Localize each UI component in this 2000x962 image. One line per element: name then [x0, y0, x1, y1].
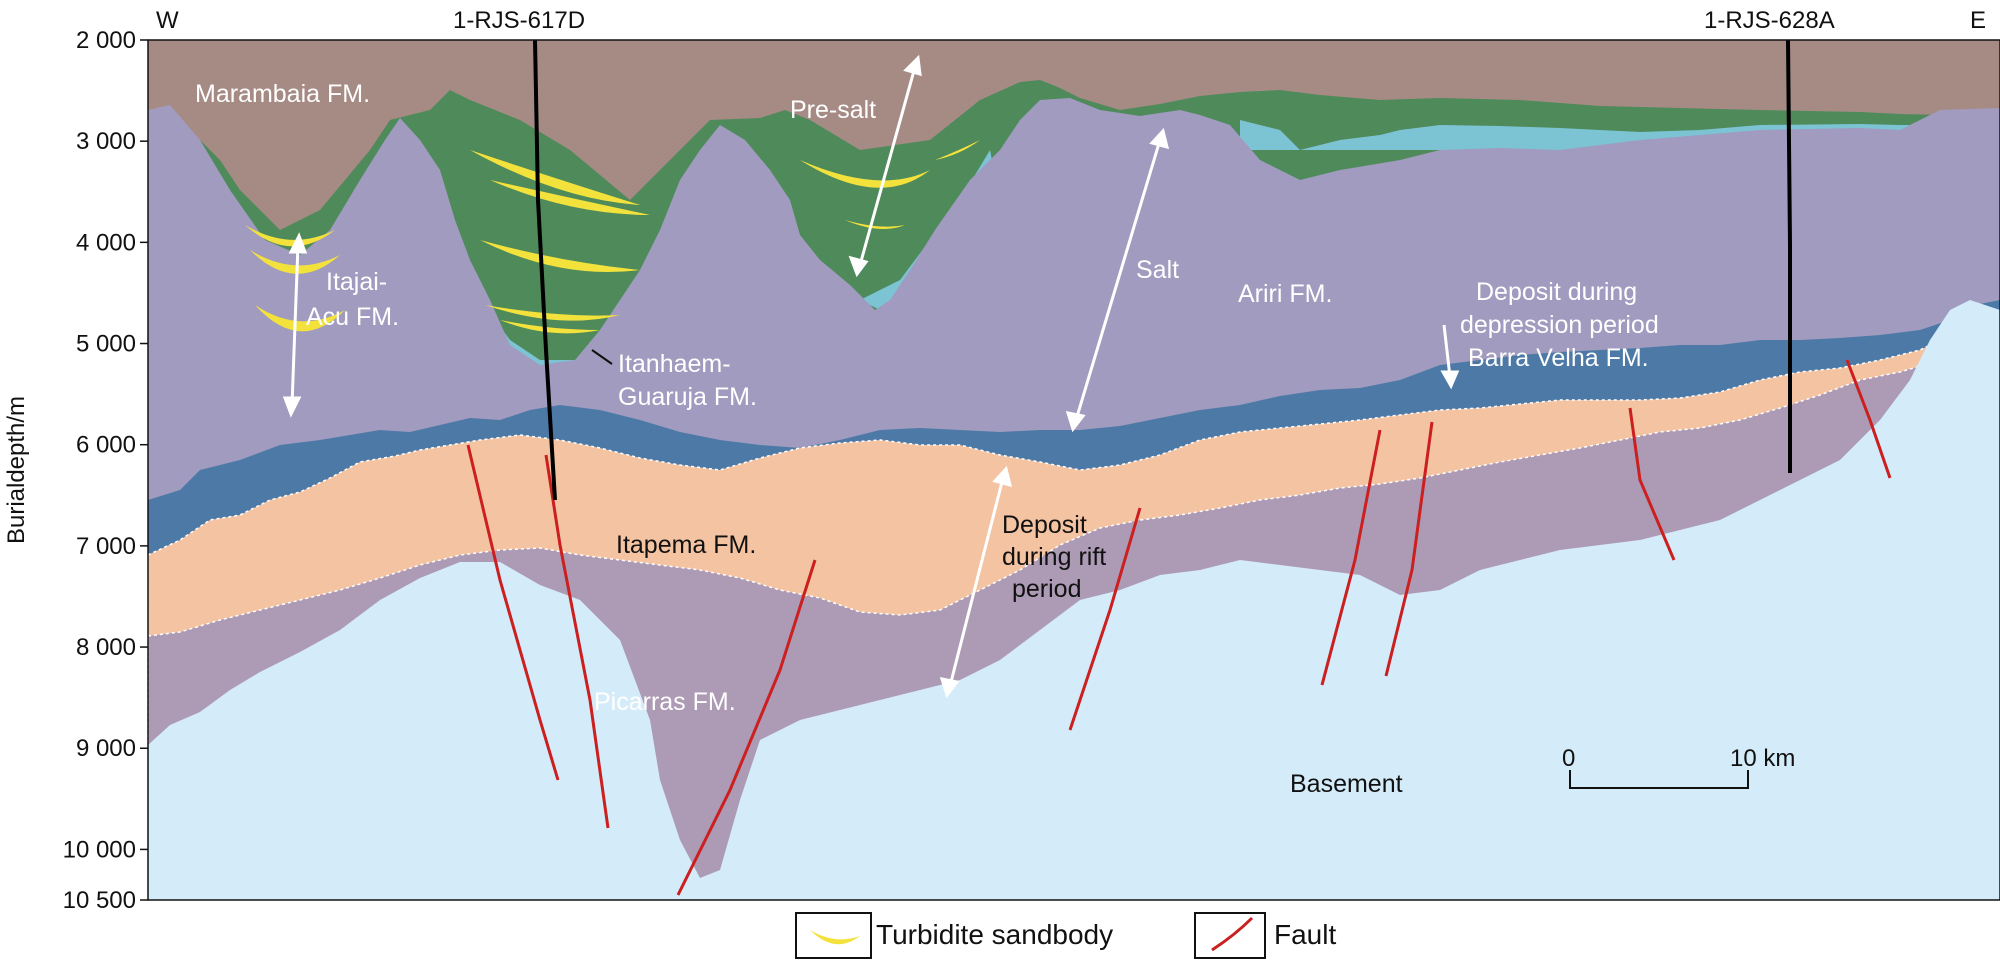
- well-1-rjs-628a: [1786, 40, 1792, 473]
- legend-turbidite-icon: [810, 930, 860, 945]
- y-tick-label: 4 000: [76, 229, 136, 256]
- leader-line: [591, 349, 613, 365]
- itanhaem-label-line2: Guaruja FM.: [618, 383, 757, 411]
- presalt-label: Pre-salt: [790, 96, 876, 124]
- basement-label: Basement: [1290, 770, 1403, 798]
- rift-label-line3: period: [1012, 575, 1082, 603]
- scale-ten: 10 km: [1730, 745, 1795, 772]
- itanhaem-label-line1: Itanhaem-: [618, 350, 731, 378]
- rift-label-line2: during rift: [1002, 543, 1106, 571]
- basement: [148, 300, 2000, 900]
- itapema-label: Itapema FM.: [616, 531, 756, 559]
- faults: [466, 359, 1892, 896]
- y-tick-label: 2 000: [76, 27, 136, 54]
- y-axis-label: Burialdepth/m: [3, 396, 30, 544]
- west-label: W: [156, 7, 179, 34]
- depression-label-line2: depression period: [1460, 311, 1659, 339]
- legend-turbidite-label: Turbidite sandbody: [876, 919, 1113, 950]
- well-label-628a: 1-RJS-628A: [1704, 7, 1835, 34]
- itajai-label-line2: Acu FM.: [306, 303, 399, 331]
- depression-label-line3: Barra Velha FM.: [1468, 344, 1649, 372]
- legend-fault-icon: [1211, 916, 1254, 952]
- y-axis: 2 000 3 000 4 000 5 000 6 000 7 000 8 000 9 000…: [63, 27, 148, 914]
- east-label: E: [1970, 7, 1986, 34]
- scale-zero: 0: [1562, 745, 1575, 772]
- depression-label-line1: Deposit during: [1476, 278, 1637, 306]
- legend: Turbidite sandbody Fault: [795, 912, 1336, 959]
- well-label-617d: 1-RJS-617D: [453, 7, 585, 34]
- legend-fault-label: Fault: [1274, 919, 1336, 950]
- y-tick-label: 10 000: [63, 836, 136, 863]
- salt-label: Salt: [1136, 256, 1179, 284]
- y-tick-label: 10 500: [63, 887, 136, 914]
- turbidite-sandbodies: [245, 140, 980, 334]
- y-tick-label: 8 000: [76, 634, 136, 661]
- scale-bar: [1569, 770, 1749, 789]
- y-tick-label: 3 000: [76, 128, 136, 155]
- ariri-label: Ariri FM.: [1238, 280, 1332, 308]
- plot-frame: [147, 39, 2000, 901]
- y-tick-label: 9 000: [76, 735, 136, 762]
- y-tick-label: 7 000: [76, 533, 136, 560]
- y-tick-label: 5 000: [76, 331, 136, 358]
- y-tick-label: 6 000: [76, 432, 136, 459]
- legend-turbidite-swatch: [795, 912, 872, 959]
- picarras-label: Picarras FM.: [594, 688, 736, 716]
- thickness-arrows: [282, 54, 1460, 699]
- marambaia-label: Marambaia FM.: [195, 80, 370, 108]
- well-1-rjs-617d: [533, 40, 557, 501]
- rift-label-line1: Deposit: [1002, 511, 1087, 539]
- itajai-label-line1: Itajai-: [326, 268, 387, 296]
- wells: [533, 40, 1792, 501]
